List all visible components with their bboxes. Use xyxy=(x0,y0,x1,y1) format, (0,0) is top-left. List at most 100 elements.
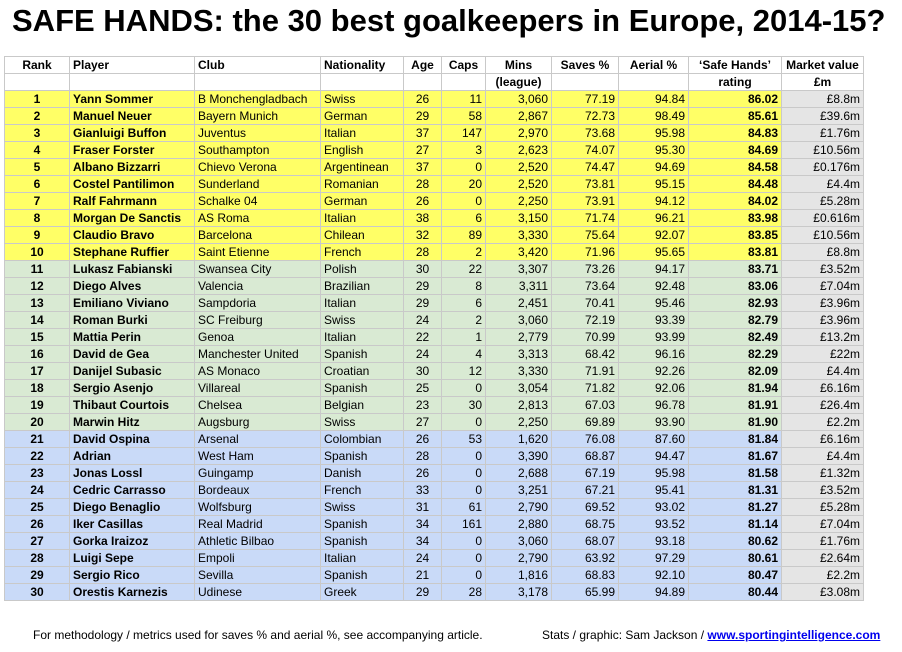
cell-rating: 82.79 xyxy=(688,311,782,329)
cell-nationality: Swiss xyxy=(320,498,404,516)
cell-aerial: 94.69 xyxy=(618,158,689,176)
table-row: 3 Gianluigi Buffon Juventus Italian 37 147 2,9… xyxy=(4,124,864,142)
cell-caps: 0 xyxy=(441,549,486,567)
cell-rank: 9 xyxy=(4,226,70,244)
cell-aerial: 95.30 xyxy=(618,141,689,159)
cell-nationality: Colombian xyxy=(320,430,404,448)
table-row: 12 Diego Alves Valencia Brazilian 29 8 3,311 73… xyxy=(4,277,864,295)
cell-club: Genoa xyxy=(194,328,321,346)
cell-caps: 0 xyxy=(441,566,486,584)
page-title: SAFE HANDS: the 30 best goalkeepers in E… xyxy=(12,3,886,38)
cell-saves: 69.89 xyxy=(551,413,619,431)
cell-age: 28 xyxy=(403,175,442,193)
table-row: 18 Sergio Asenjo Villareal Spanish 25 0 3,054 7… xyxy=(4,379,864,397)
website-link[interactable]: www.sportingintelligence.com xyxy=(707,628,881,642)
cell-age: 27 xyxy=(403,141,442,159)
cell-mins: 2,451 xyxy=(485,294,552,312)
cell-nationality: Spanish xyxy=(320,379,404,397)
cell-age: 22 xyxy=(403,328,442,346)
header-blank xyxy=(4,73,70,91)
cell-rating: 80.47 xyxy=(688,566,782,584)
table-row: 23 Jonas Lossl Guingamp Danish 26 0 2,688 67.19… xyxy=(4,464,864,482)
cell-saves: 68.42 xyxy=(551,345,619,363)
cell-rating: 85.61 xyxy=(688,107,782,125)
cell-club: Sevilla xyxy=(194,566,321,584)
credit-text: Stats / graphic: Sam Jackson / xyxy=(542,628,705,642)
cell-rating: 83.06 xyxy=(688,277,782,295)
cell-player: Marwin Hitz xyxy=(69,413,195,431)
cell-market: £2.64m xyxy=(781,549,864,567)
cell-nationality: French xyxy=(320,243,404,261)
header-row-2: (league) rating £m xyxy=(4,73,864,91)
cell-rating: 84.02 xyxy=(688,192,782,210)
cell-aerial: 98.49 xyxy=(618,107,689,125)
cell-rating: 82.29 xyxy=(688,345,782,363)
cell-mins: 2,250 xyxy=(485,192,552,210)
cell-nationality: English xyxy=(320,141,404,159)
table-row: 27 Gorka Iraizoz Athletic Bilbao Spanish 34 0… xyxy=(4,532,864,550)
cell-saves: 63.92 xyxy=(551,549,619,567)
cell-age: 23 xyxy=(403,396,442,414)
cell-club: Real Madrid xyxy=(194,515,321,533)
cell-caps: 4 xyxy=(441,345,486,363)
table-row: 1 Yann Sommer B Monchengladbach Swiss 26 11 3,… xyxy=(4,90,864,108)
cell-aerial: 96.78 xyxy=(618,396,689,414)
cell-saves: 74.47 xyxy=(551,158,619,176)
cell-player: Costel Pantilimon xyxy=(69,175,195,193)
cell-club: Empoli xyxy=(194,549,321,567)
header-blank xyxy=(618,73,689,91)
cell-nationality: Swiss xyxy=(320,90,404,108)
cell-caps: 3 xyxy=(441,141,486,159)
cell-market: £8.8m xyxy=(781,243,864,261)
cell-player: Luigi Sepe xyxy=(69,549,195,567)
cell-saves: 72.19 xyxy=(551,311,619,329)
cell-rating: 84.58 xyxy=(688,158,782,176)
cell-aerial: 97.29 xyxy=(618,549,689,567)
cell-rank: 25 xyxy=(4,498,70,516)
cell-rating: 83.98 xyxy=(688,209,782,227)
cell-caps: 0 xyxy=(441,481,486,499)
cell-club: Villareal xyxy=(194,379,321,397)
cell-mins: 2,813 xyxy=(485,396,552,414)
cell-caps: 53 xyxy=(441,430,486,448)
cell-club: Augsburg xyxy=(194,413,321,431)
cell-caps: 22 xyxy=(441,260,486,278)
cell-mins: 1,620 xyxy=(485,430,552,448)
table-row: 30 Orestis Karnezis Udinese Greek 29 28 3,178 6… xyxy=(4,583,864,601)
cell-nationality: Croatian xyxy=(320,362,404,380)
table-row: 13 Emiliano Viviano Sampdoria Italian 29 6 2,4… xyxy=(4,294,864,312)
cell-rank: 12 xyxy=(4,277,70,295)
cell-player: Fraser Forster xyxy=(69,141,195,159)
cell-club: Saint Etienne xyxy=(194,243,321,261)
cell-nationality: Italian xyxy=(320,549,404,567)
cell-market: £4.4m xyxy=(781,447,864,465)
cell-rating: 81.31 xyxy=(688,481,782,499)
cell-club: Chelsea xyxy=(194,396,321,414)
cell-age: 21 xyxy=(403,566,442,584)
cell-mins: 2,688 xyxy=(485,464,552,482)
cell-mins: 2,790 xyxy=(485,498,552,516)
cell-nationality: Romanian xyxy=(320,175,404,193)
header-age: Age xyxy=(403,56,442,74)
cell-saves: 73.26 xyxy=(551,260,619,278)
header-market-sub: £m xyxy=(781,73,864,91)
cell-market: £13.2m xyxy=(781,328,864,346)
cell-aerial: 94.89 xyxy=(618,583,689,601)
cell-age: 27 xyxy=(403,413,442,431)
cell-market: £5.28m xyxy=(781,192,864,210)
cell-aerial: 95.65 xyxy=(618,243,689,261)
cell-caps: 58 xyxy=(441,107,486,125)
cell-player: Sergio Rico xyxy=(69,566,195,584)
cell-caps: 8 xyxy=(441,277,486,295)
cell-market: £7.04m xyxy=(781,515,864,533)
cell-rank: 18 xyxy=(4,379,70,397)
cell-mins: 3,390 xyxy=(485,447,552,465)
cell-mins: 3,307 xyxy=(485,260,552,278)
cell-saves: 72.73 xyxy=(551,107,619,125)
cell-aerial: 95.15 xyxy=(618,175,689,193)
cell-caps: 61 xyxy=(441,498,486,516)
credit: Stats / graphic: Sam Jackson / www.sport… xyxy=(542,628,880,642)
cell-club: Arsenal xyxy=(194,430,321,448)
cell-rating: 81.94 xyxy=(688,379,782,397)
cell-age: 29 xyxy=(403,107,442,125)
